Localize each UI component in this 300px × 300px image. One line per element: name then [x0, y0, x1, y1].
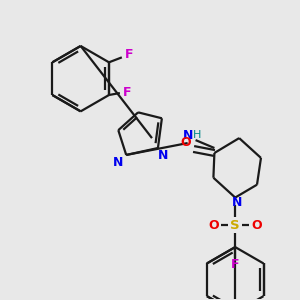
Text: O: O — [208, 219, 219, 232]
Text: O: O — [252, 219, 262, 232]
Text: F: F — [231, 258, 239, 272]
Text: N: N — [113, 156, 124, 170]
Text: N: N — [232, 196, 242, 209]
Text: F: F — [122, 85, 131, 98]
Text: N: N — [158, 149, 168, 162]
Text: N: N — [182, 129, 193, 142]
Text: F: F — [124, 48, 133, 61]
Text: O: O — [180, 136, 191, 148]
Text: H: H — [194, 130, 202, 140]
Text: S: S — [230, 219, 240, 232]
